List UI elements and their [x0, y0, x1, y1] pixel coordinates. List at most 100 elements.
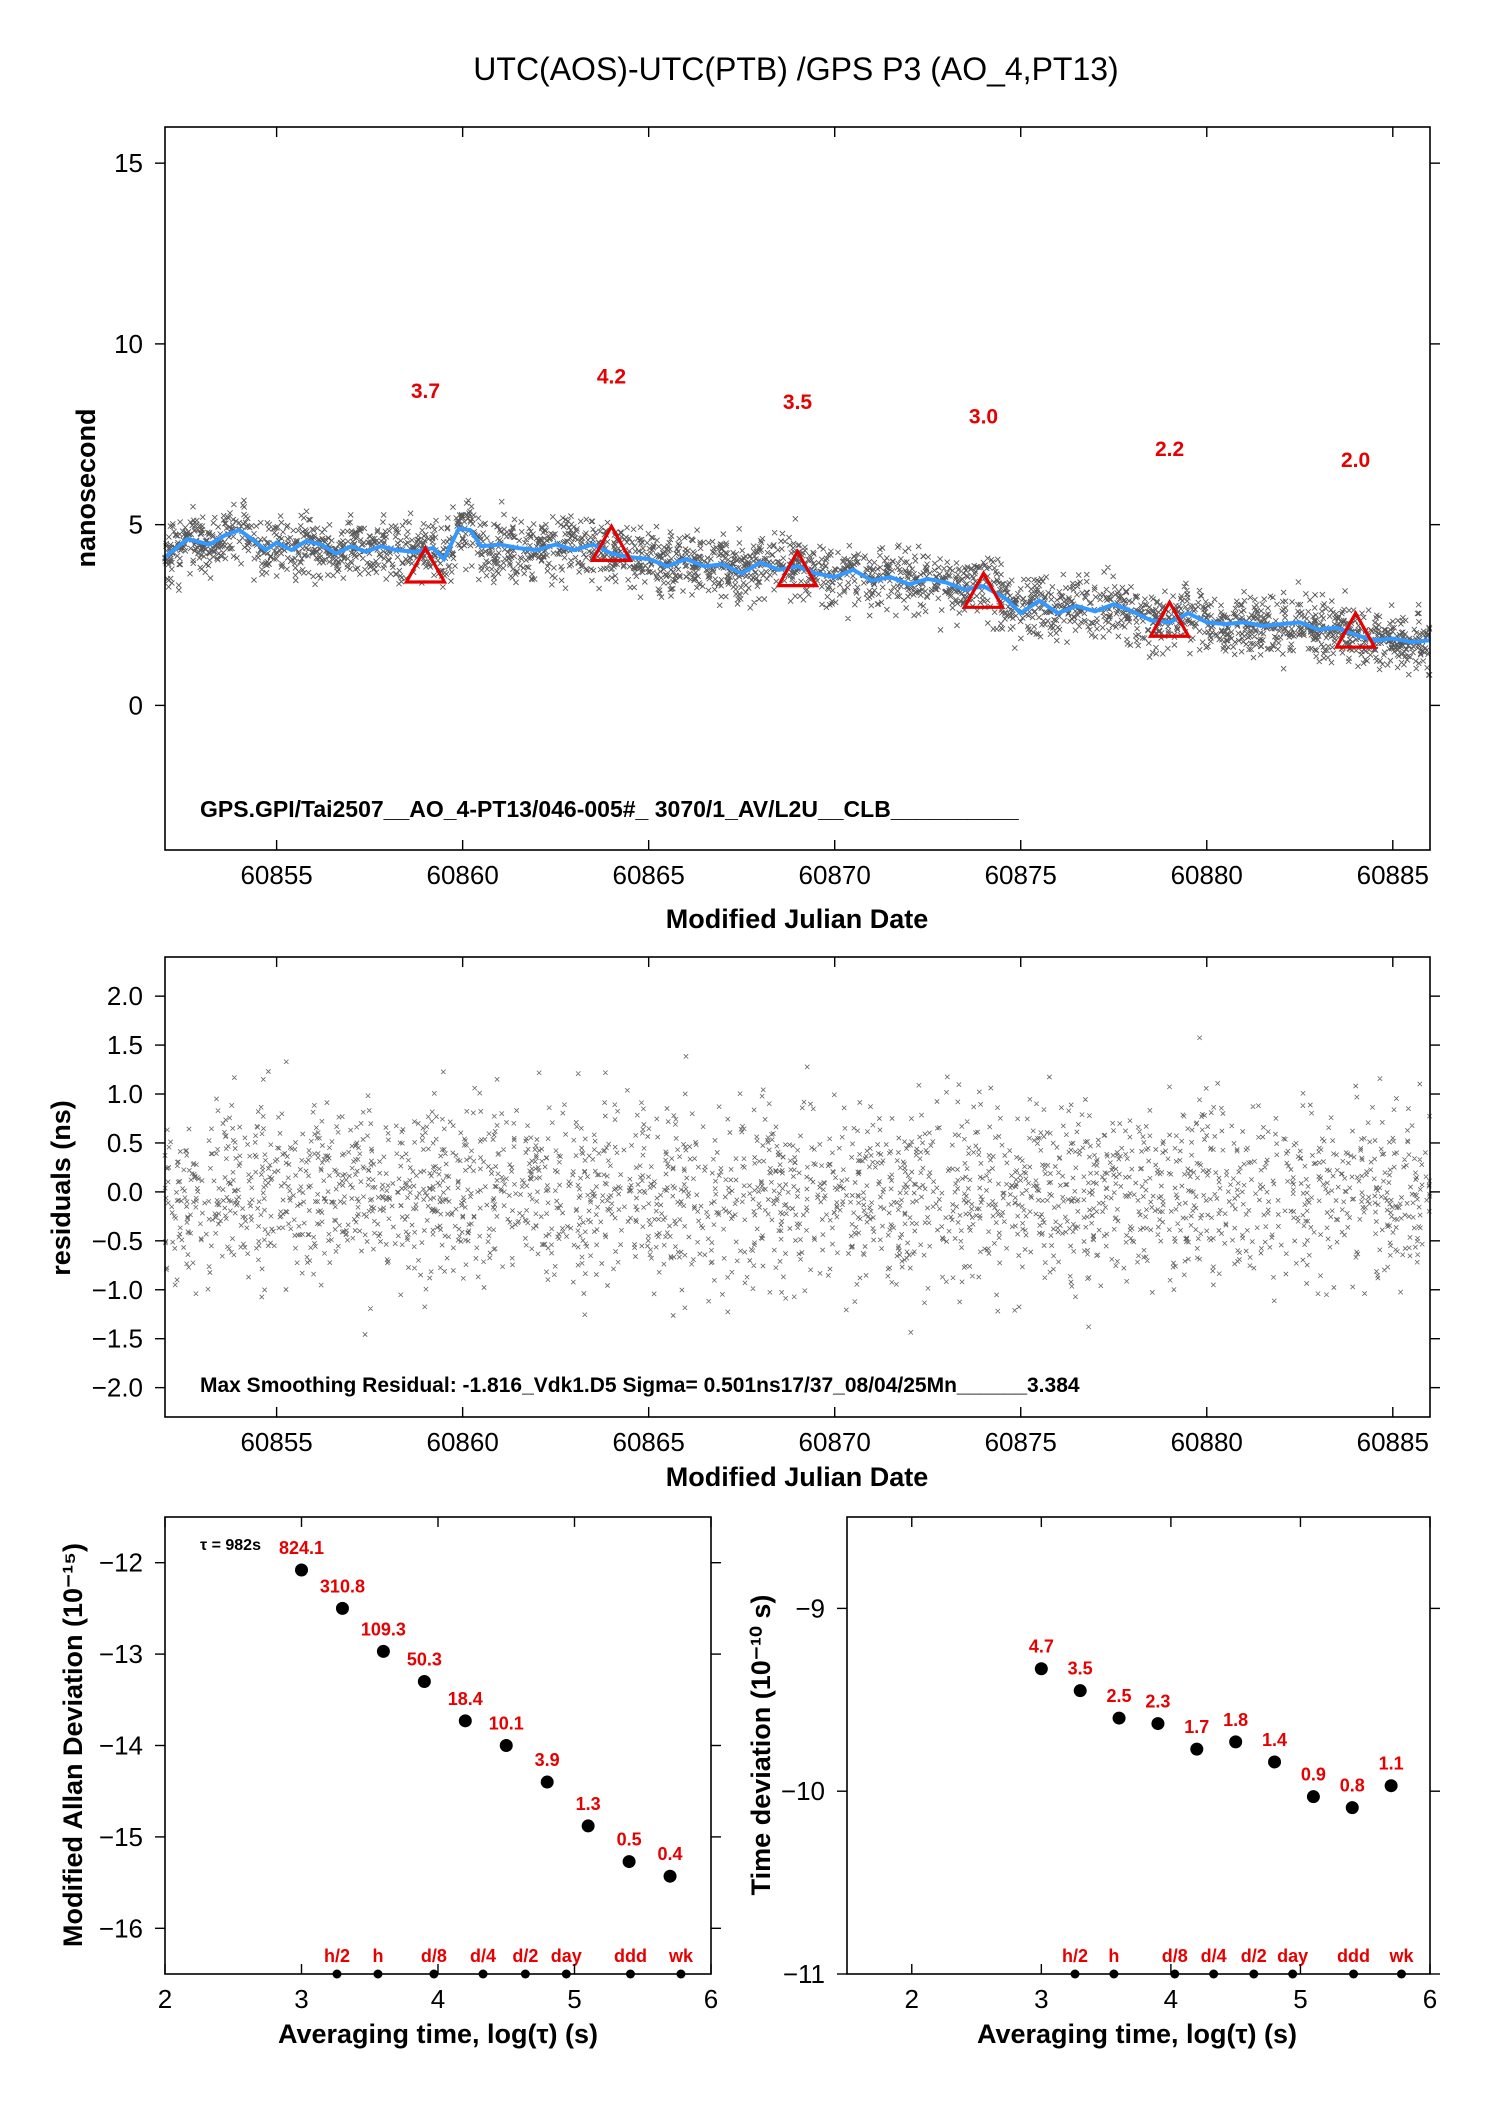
deviation-value-label: 50.3	[407, 1650, 442, 1670]
time-marker-label: h/2	[1062, 1946, 1088, 1966]
residuals-ylabel: residuals (ns)	[46, 1100, 76, 1276]
y-tick-label: −12	[99, 1548, 143, 1578]
tdev-frame	[846, 1516, 1431, 1975]
x-tick-label: 60855	[240, 860, 312, 890]
time-marker-label: d/8	[421, 1946, 447, 1966]
x-tick-label: 60885	[1357, 860, 1429, 890]
x-tick-label: 5	[1293, 1984, 1307, 2014]
deviation-value-label: 1.1	[1379, 1754, 1404, 1774]
time-marker-label: d/2	[1241, 1946, 1267, 1966]
triangle-value-label: 3.0	[969, 405, 998, 428]
x-tick-label: 60870	[799, 860, 871, 890]
y-tick-label: −0.5	[92, 1226, 143, 1256]
x-tick-label: 60860	[426, 860, 498, 890]
residual-point-cloud	[162, 1035, 1433, 1337]
x-tick-label: 6	[1423, 1984, 1437, 2014]
y-tick-label: −1.5	[92, 1324, 143, 1354]
smoothed-curve	[163, 526, 1431, 645]
y-tick-label: 10	[114, 329, 143, 359]
deviation-point	[1190, 1742, 1204, 1756]
x-tick-label: 60865	[613, 860, 685, 890]
residuals-footer: Max Smoothing Residual: -1.816_Vdk1.D5 S…	[200, 1374, 1080, 1397]
deviation-point	[1151, 1717, 1165, 1731]
y-tick-label: −15	[99, 1822, 143, 1852]
y-tick-label: 15	[114, 148, 143, 178]
x-tick-label: 4	[431, 1984, 445, 2014]
y-tick-label: −16	[99, 1913, 143, 1943]
deviation-value-label: 109.3	[361, 1619, 406, 1639]
deviation-value-label: 310.8	[320, 1576, 365, 1596]
time-series-axes: 60855 60860 60865 60870 60875 60880 60885 0 5 10 1…	[114, 127, 1440, 890]
figure-title: UTC(AOS)-UTC(PTB) /GPS P3 (AO_4,PT13)	[473, 51, 1118, 87]
x-tick-label: 2	[158, 1984, 172, 2014]
time-series-ylabel: nanosecond	[71, 408, 101, 567]
deviation-value-label: 1.3	[576, 1794, 601, 1814]
triangle-value-label: 3.5	[783, 391, 813, 414]
y-tick-label: −1.0	[92, 1275, 143, 1305]
triangle-value-label: 4.2	[597, 366, 626, 389]
deviation-point	[417, 1675, 431, 1689]
x-tick-label: 6	[704, 1984, 718, 2014]
deviation-point	[1073, 1684, 1087, 1698]
time-marker-label: d/4	[470, 1946, 496, 1966]
time-marker-label: d/8	[1162, 1946, 1188, 1966]
deviation-point	[376, 1644, 390, 1658]
deviation-point	[1268, 1755, 1282, 1769]
deviation-value-label: 0.4	[658, 1844, 683, 1864]
y-tick-label: −13	[99, 1639, 143, 1669]
y-tick-label: 0.5	[107, 1128, 143, 1158]
deviation-point	[540, 1775, 554, 1789]
deviation-point	[295, 1563, 308, 1577]
time-marker-label: d/4	[1201, 1946, 1227, 1966]
deviation-point	[1306, 1790, 1320, 1804]
x-tick-label: 60875	[985, 860, 1057, 890]
tdev-ylabel: Time deviation (10⁻¹⁰ s)	[746, 1595, 776, 1896]
deviation-value-label: 0.9	[1301, 1765, 1326, 1785]
time-marker-label: h	[372, 1946, 383, 1966]
time-series-panel: 3.74.23.53.02.2 2.0 60855 60860 60865 60870 6…	[71, 126, 1440, 934]
triangle-value-labels: 3.7 4.2 3.5 3.0 2.2 2.0	[411, 366, 1370, 472]
y-tick-label: −10	[781, 1776, 825, 1806]
mdev-panel: 824.1 310.8 109.350.3 18.4 10.1 3.9 1.3 0.5 0.4 h…	[58, 1516, 721, 2049]
deviation-point	[458, 1714, 472, 1728]
time-marker-label: d/2	[512, 1946, 538, 1966]
time-marker-label: h/2	[324, 1946, 350, 1966]
deviation-point	[581, 1819, 595, 1833]
triangle-value-label: 3.7	[411, 380, 440, 403]
y-tick-label: 1.0	[107, 1079, 143, 1109]
triangle-value-label: 2.2	[1155, 438, 1184, 461]
residuals-xlabel: Modified Julian Date	[666, 1462, 929, 1492]
deviation-value-label: 3.9	[535, 1750, 560, 1770]
x-tick-label: 4	[1164, 1984, 1178, 2014]
time-marker-label: ddd	[614, 1946, 647, 1966]
deviation-value-label: 3.5	[1068, 1659, 1093, 1679]
y-tick-label: 0.0	[107, 1177, 143, 1207]
x-tick-label: 60865	[613, 1427, 685, 1457]
x-tick-label: 60885	[1357, 1427, 1429, 1457]
deviation-point	[622, 1855, 636, 1869]
triangle-marker	[1147, 598, 1192, 638]
y-tick-label: −11	[783, 1959, 825, 1989]
time-series-frame	[164, 126, 1431, 851]
x-tick-label: 60880	[1171, 860, 1243, 890]
deviation-value-label: 4.7	[1029, 1637, 1054, 1657]
deviation-value-label: 824.1	[279, 1538, 324, 1558]
x-tick-label: 60855	[240, 1427, 312, 1457]
deviation-value-label: 1.4	[1262, 1730, 1287, 1750]
x-tick-label: 3	[294, 1984, 308, 2014]
mdev-ylabel: Modified Allan Deviation (10⁻¹⁵)	[58, 1543, 88, 1947]
deviation-value-label: 1.7	[1184, 1717, 1209, 1737]
triangle-marker	[403, 544, 448, 584]
deviation-value-label: 2.5	[1107, 1686, 1132, 1706]
deviation-value-label: 2.3	[1145, 1692, 1170, 1712]
residuals-frame	[164, 956, 1431, 1418]
time-series-xlabel: Modified Julian Date	[666, 904, 929, 934]
time-marker-label: h	[1108, 1946, 1119, 1966]
residuals-panel: 60855 60860 60865 60870 60875 60880 60885 −2.0 −…	[46, 956, 1440, 1492]
triangle-marker	[961, 570, 1006, 609]
x-tick-label: 3	[1034, 1984, 1048, 2014]
deviation-value-label: 10.1	[489, 1714, 524, 1734]
y-tick-label: −9	[795, 1593, 825, 1623]
x-tick-label: 60870	[799, 1427, 871, 1457]
mdev-points: 824.1 310.8 109.350.3 18.4 10.1 3.9 1.3 0.5 0.4 h…	[279, 1538, 694, 1979]
